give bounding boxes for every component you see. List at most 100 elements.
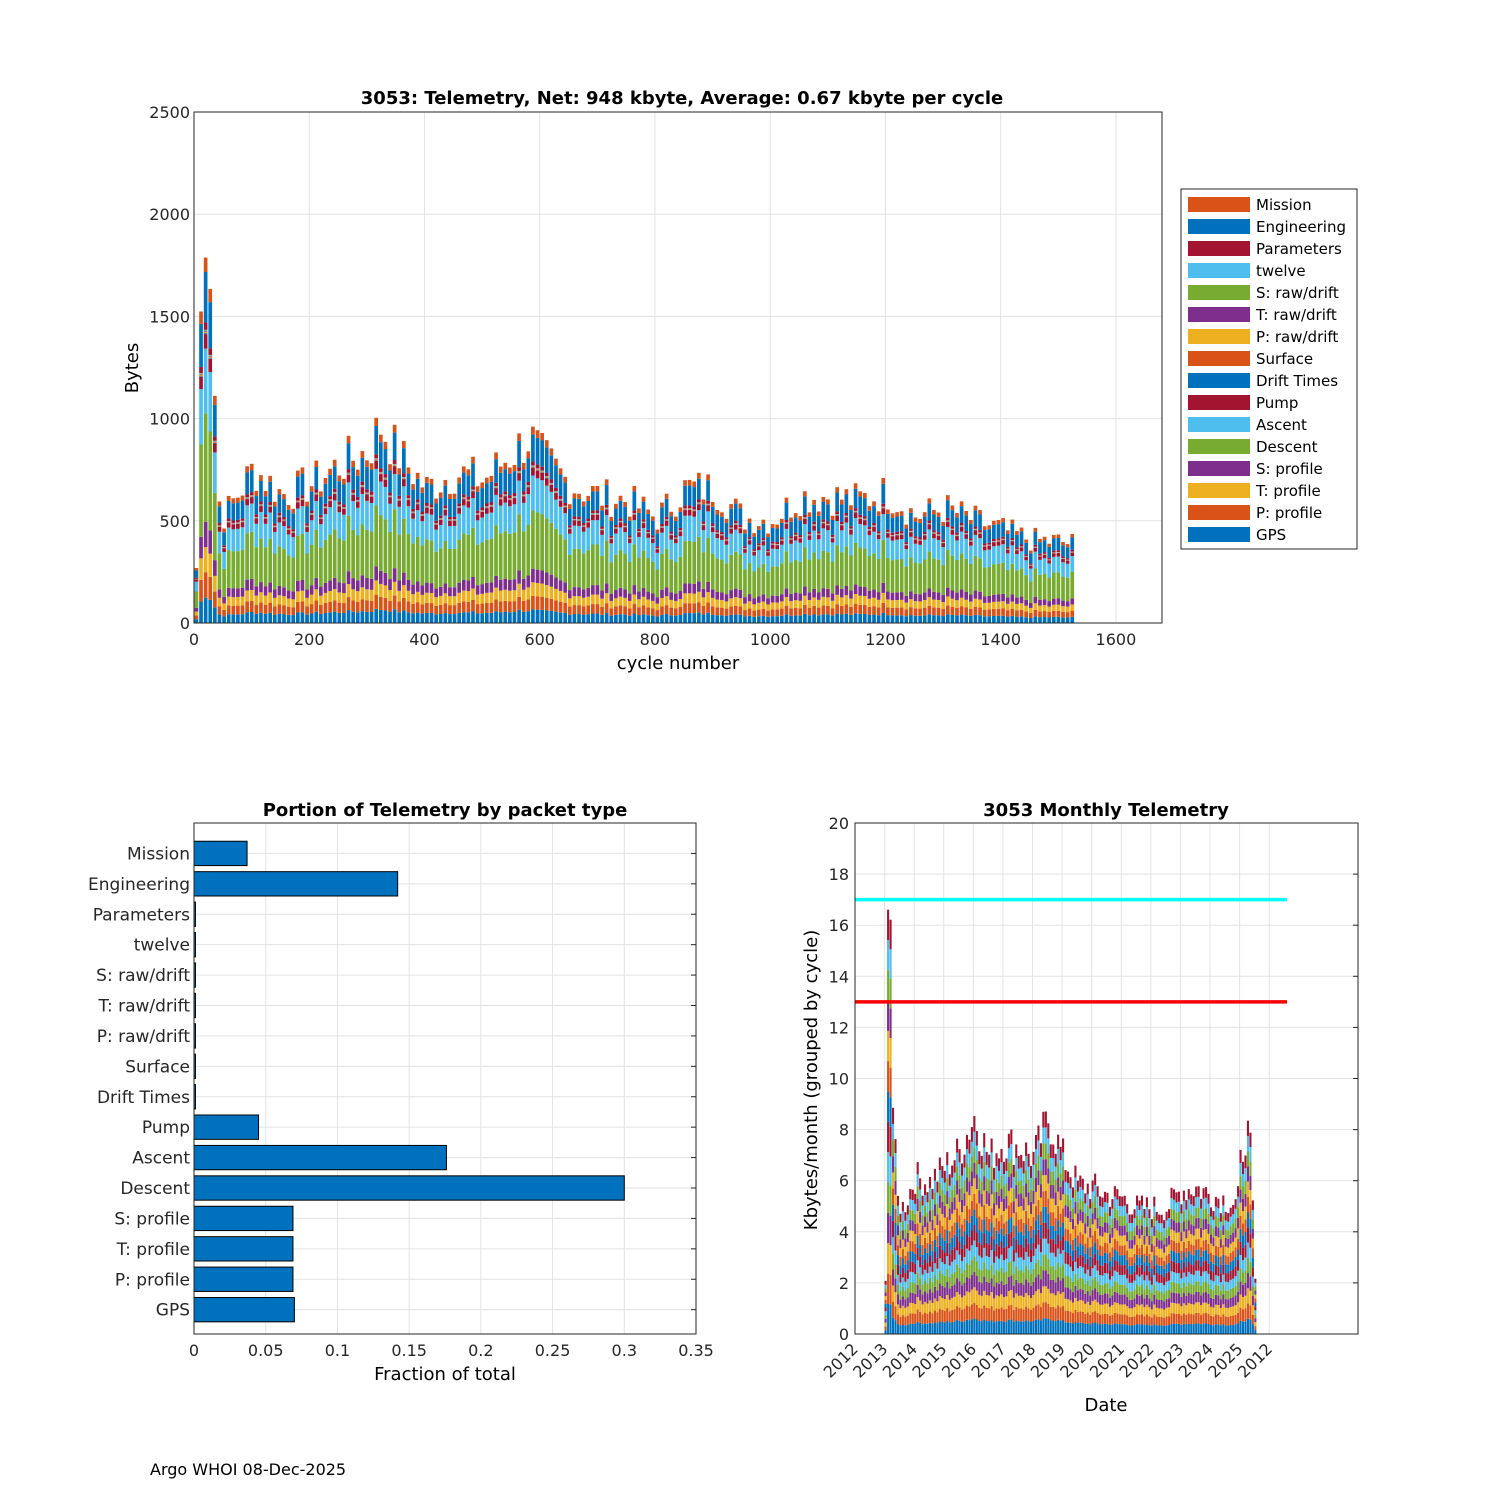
bar-segment: [1052, 1171, 1055, 1186]
bar-segment: [1071, 1239, 1075, 1251]
bar-segment: [982, 609, 987, 617]
bar-segment: [1020, 1193, 1023, 1207]
bar-segment: [461, 601, 466, 613]
bar-segment: [1024, 575, 1028, 600]
bar-segment: [1071, 1260, 1075, 1272]
bar-segment: [236, 519, 240, 523]
bar-segment: [1066, 1206, 1070, 1218]
bar-segment: [950, 614, 955, 623]
bar-segment: [1190, 1204, 1193, 1215]
bar-segment: [881, 503, 886, 507]
bar-segment: [1133, 1262, 1136, 1272]
bar-segment: [970, 1127, 973, 1142]
bar-segment: [1081, 1289, 1084, 1301]
bar-segment: [958, 1162, 961, 1176]
bar-segment: [498, 466, 503, 473]
bar-segment: [756, 602, 761, 610]
bar-segment: [789, 615, 793, 623]
bar-segment: [1103, 1222, 1107, 1233]
bar-segment: [951, 1213, 954, 1226]
bar-segment: [710, 527, 715, 533]
bar-segment: [1062, 1138, 1065, 1153]
bar-segment: [995, 1295, 998, 1309]
bar-segment: [1049, 1320, 1052, 1334]
bar-segment: [1042, 1238, 1045, 1255]
bar-segment: [558, 468, 563, 475]
bar-segment: [673, 543, 678, 563]
bar-segment: [983, 1290, 986, 1306]
bar-segment: [886, 607, 890, 616]
bar-segment: [236, 605, 240, 615]
bar-segment: [830, 600, 835, 609]
bar-segment: [595, 486, 600, 492]
bar-segment: [1145, 1275, 1148, 1286]
bar-segment: [1010, 545, 1015, 564]
bar-segment: [1012, 1297, 1015, 1310]
bar-segment: [254, 595, 259, 605]
bar-segment: [747, 608, 752, 616]
bar-segment: [240, 605, 245, 615]
bar-segment: [1106, 1192, 1109, 1203]
bar-segment: [761, 615, 766, 623]
bar-segment: [563, 612, 568, 623]
bar-segment: [761, 545, 766, 564]
legend-label: Mission: [1256, 196, 1312, 214]
bar-segment: [683, 485, 687, 506]
bar-segment: [906, 1232, 909, 1243]
bar-segment: [743, 552, 747, 570]
bar-segment: [995, 1153, 998, 1167]
bar-segment: [922, 600, 927, 608]
bar-segment: [896, 1274, 900, 1285]
bar-segment: [1071, 1323, 1075, 1334]
bar-segment: [305, 506, 309, 524]
bar-segment: [1005, 569, 1010, 598]
bar-segment: [926, 1252, 929, 1264]
bar-segment: [1170, 1302, 1173, 1314]
bar-segment: [701, 552, 706, 589]
bar-segment: [970, 1230, 973, 1246]
bar-segment: [1108, 1234, 1111, 1244]
bar-segment: [351, 578, 355, 590]
bar-segment: [899, 531, 904, 534]
bar-segment: [1042, 558, 1047, 574]
bar-segment: [309, 510, 314, 514]
bar-segment: [655, 546, 660, 549]
y-tick-label: Descent: [120, 1179, 190, 1199]
bar-segment: [936, 532, 941, 535]
bar-segment: [884, 1288, 887, 1293]
bar-segment: [839, 499, 844, 505]
bar-segment: [1118, 1196, 1121, 1206]
bar-segment: [673, 608, 678, 616]
bar-segment: [1145, 1216, 1148, 1227]
bar-segment: [933, 1168, 936, 1181]
bar-segment: [650, 615, 655, 623]
bar-segment: [901, 1258, 904, 1268]
bar-segment: [660, 527, 664, 533]
bar-segment: [1101, 1294, 1104, 1305]
bar-segment: [259, 501, 263, 505]
bar-segment: [914, 1203, 917, 1214]
bar-segment: [1185, 1228, 1188, 1239]
bar-segment: [1089, 1276, 1092, 1286]
bar-segment: [378, 596, 383, 610]
bar-segment: [724, 518, 729, 523]
bar-segment: [1007, 1162, 1010, 1177]
bar-segment: [766, 537, 770, 550]
bar-segment: [1133, 1235, 1136, 1245]
bar-segment: [990, 1236, 993, 1251]
bar-segment: [1177, 1283, 1180, 1294]
bar-segment: [890, 513, 895, 518]
bar-segment: [1000, 1228, 1003, 1242]
bar-segment: [936, 1181, 939, 1193]
bar-segment: [938, 1245, 941, 1259]
bar-segment: [1019, 527, 1024, 532]
bar-segment: [980, 1219, 983, 1233]
bar-segment: [1158, 1299, 1161, 1309]
bar-segment: [970, 1200, 973, 1216]
bar-segment: [975, 1290, 978, 1306]
bar-segment: [1057, 1262, 1060, 1278]
bar-segment: [775, 616, 780, 623]
bar-segment: [889, 1126, 892, 1157]
bar-segment: [1012, 1225, 1015, 1238]
bar-segment: [1057, 1205, 1060, 1221]
